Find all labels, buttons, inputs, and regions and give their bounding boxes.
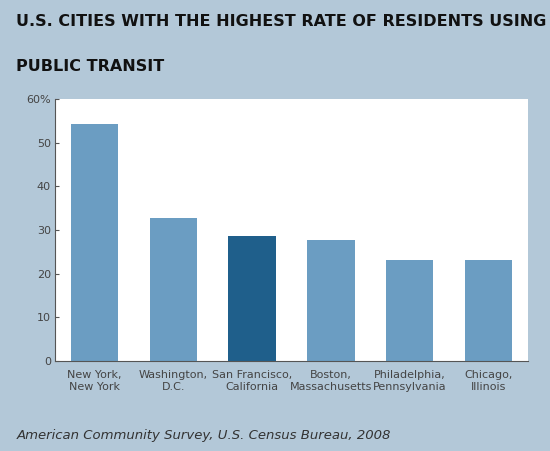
Text: U.S. CITIES WITH THE HIGHEST RATE OF RESIDENTS USING: U.S. CITIES WITH THE HIGHEST RATE OF RES… — [16, 14, 547, 28]
Text: PUBLIC TRANSIT: PUBLIC TRANSIT — [16, 59, 165, 74]
Bar — [71, 124, 118, 361]
Bar — [307, 240, 355, 361]
Bar — [386, 260, 433, 361]
Bar — [150, 218, 197, 361]
Bar — [228, 236, 276, 361]
Text: American Community Survey, U.S. Census Bureau, 2008: American Community Survey, U.S. Census B… — [16, 429, 391, 442]
Bar — [465, 260, 512, 361]
